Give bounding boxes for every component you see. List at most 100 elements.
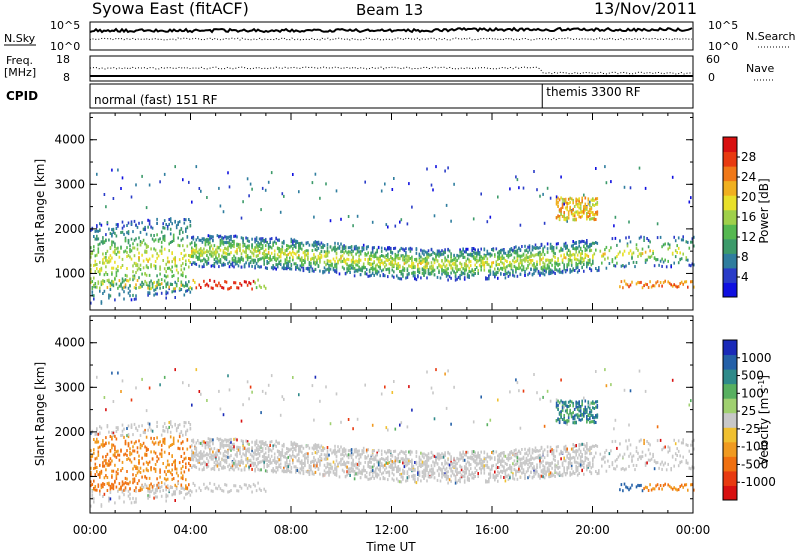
- velocity-cell: [323, 457, 326, 461]
- power-cell: [338, 246, 341, 250]
- power-cell: [488, 269, 490, 273]
- velocity-cell: [138, 439, 140, 443]
- power-cell: [284, 249, 287, 253]
- velocity-cell: [96, 466, 98, 469]
- power-cell: [368, 262, 371, 266]
- power-cell: [283, 264, 285, 267]
- power-cell: [506, 254, 508, 257]
- power-cell: [138, 286, 140, 290]
- power-cell: [209, 241, 211, 245]
- power-cell: [103, 261, 106, 265]
- power-cell: [569, 268, 571, 272]
- power-cell: [411, 247, 413, 251]
- power-cell: [317, 246, 320, 250]
- power-cell: [670, 283, 672, 287]
- velocity-cell: [317, 468, 320, 471]
- velocity-cell: [124, 488, 127, 492]
- velocity-cell: [234, 437, 237, 441]
- velocity-cell: [109, 461, 112, 465]
- power-cell: [231, 261, 234, 265]
- power-cell: [335, 262, 338, 266]
- power-cell: [191, 249, 193, 253]
- power-cell: [558, 249, 561, 253]
- power-cell: [239, 246, 241, 250]
- velocity-cell: [207, 487, 210, 491]
- power-cell: [151, 285, 154, 289]
- velocity-cell: [246, 440, 249, 444]
- velocity-cell: [251, 446, 253, 450]
- velocity-cell: [91, 496, 94, 500]
- power-cell: [593, 241, 596, 245]
- power-cell: [637, 254, 639, 258]
- power-cell: [168, 266, 170, 270]
- power-cell: [153, 247, 155, 251]
- power-cell: [142, 227, 145, 231]
- velocity-cell: [388, 470, 391, 474]
- velocity-cell: [267, 464, 270, 468]
- power-cell: [447, 273, 449, 277]
- velocity-cell: [246, 442, 249, 446]
- velocity-cell: [210, 455, 213, 459]
- power-cell: [121, 264, 124, 267]
- velocity-cell: [388, 465, 391, 469]
- power-cell: [441, 269, 443, 273]
- power-cell: [150, 225, 152, 229]
- velocity-cell: [160, 443, 163, 447]
- power-cell: [157, 254, 160, 258]
- power-cell: [276, 253, 279, 257]
- velocity-cell: [115, 485, 118, 489]
- velocity-cell: [100, 503, 103, 507]
- power-cell: [403, 267, 406, 271]
- power-cell: [295, 262, 297, 266]
- power-cell: [266, 253, 268, 257]
- power-cell: [93, 245, 95, 249]
- power-cell: [341, 254, 344, 258]
- velocity-cell: [209, 437, 211, 441]
- velocity-cell: [295, 448, 297, 452]
- velocity-cell: [129, 453, 131, 457]
- power-cell: [579, 254, 582, 257]
- power-cell: [454, 278, 457, 282]
- velocity-cell: [129, 480, 131, 484]
- velocity-cell: [111, 486, 113, 490]
- velocity-cell: [213, 465, 216, 468]
- velocity-cell: [141, 444, 143, 448]
- velocity-cell: [393, 478, 395, 482]
- velocity-cell: [142, 469, 145, 473]
- power-cell: [97, 281, 100, 285]
- velocity-cell: [163, 482, 166, 486]
- power-cell: [554, 255, 556, 259]
- power-cell: [138, 258, 140, 262]
- velocity-cell: [115, 430, 118, 433]
- velocity-cell: [105, 455, 107, 458]
- power-cell: [528, 244, 531, 248]
- power-cell: [377, 245, 380, 249]
- power-cell: [426, 253, 428, 257]
- power-cell: [192, 237, 195, 241]
- power-cell: [542, 249, 544, 253]
- power-cell: [427, 252, 430, 256]
- velocity-cell: [273, 456, 276, 460]
- velocity-cell: [111, 475, 113, 479]
- velocity-cell: [117, 468, 119, 472]
- power-cell: [185, 281, 187, 285]
- velocity-cell: [96, 456, 98, 460]
- velocity-cell: [394, 464, 397, 468]
- velocity-cell: [192, 440, 195, 444]
- velocity-cell: [204, 486, 207, 490]
- velocity-cell: [102, 495, 104, 498]
- velocity-cell: [402, 458, 404, 462]
- power-cell: [589, 200, 591, 204]
- power-cell: [200, 253, 202, 257]
- power-cell: [362, 266, 365, 270]
- velocity-cell: [222, 443, 225, 447]
- power-cell: [411, 271, 413, 275]
- power-cell: [221, 263, 223, 267]
- power-cell: [350, 266, 353, 270]
- velocity-cell: [328, 462, 330, 466]
- power-cell: [210, 286, 213, 290]
- velocity-cell: [96, 470, 98, 474]
- velocity-cell: [102, 464, 104, 468]
- power-cell: [424, 269, 427, 273]
- power-cell: [139, 283, 142, 287]
